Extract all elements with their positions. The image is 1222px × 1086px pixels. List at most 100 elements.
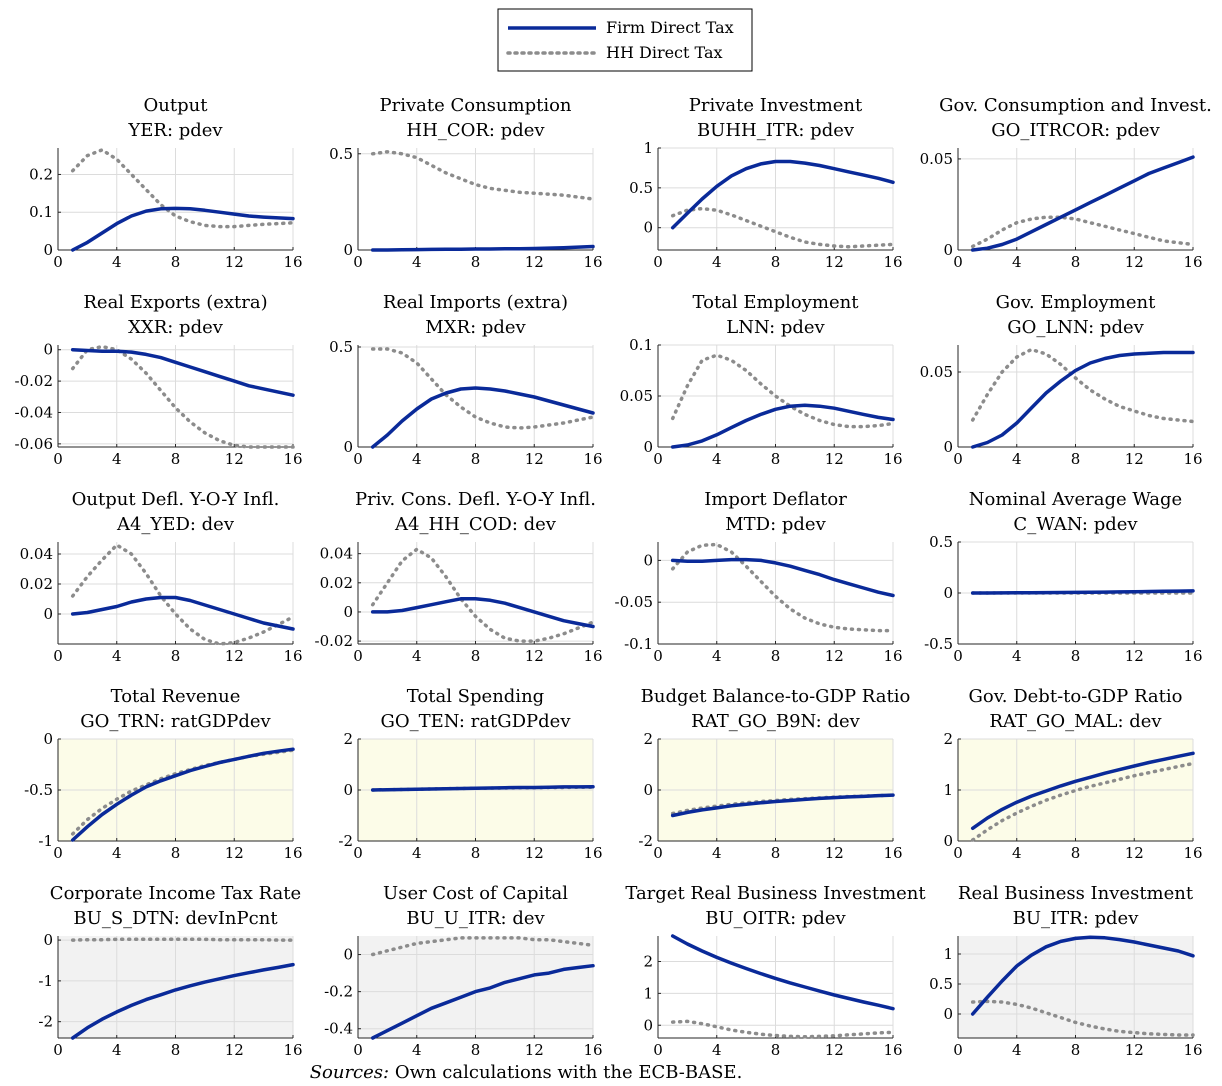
chart-title: Total Employment xyxy=(693,292,860,313)
chart-title: Gov. Debt-to-GDP Ratio xyxy=(969,686,1183,707)
series-line-firm xyxy=(70,595,295,631)
series-line-firm xyxy=(70,347,295,397)
y-tick-label: 2 xyxy=(343,730,353,748)
chart-title: Total Revenue xyxy=(111,686,241,707)
series-line-hh xyxy=(970,999,1195,1037)
series-line-hh xyxy=(370,547,595,643)
x-tick-label: 16 xyxy=(1183,253,1202,271)
x-tick-label: 4 xyxy=(1012,450,1022,468)
y-tick-label: 0.5 xyxy=(329,145,353,163)
y-tick-label: -0.06 xyxy=(15,435,53,453)
x-tick-label: 12 xyxy=(825,253,844,271)
x-tick-label: 12 xyxy=(1125,450,1144,468)
x-tick-label: 0 xyxy=(353,253,363,271)
x-tick-label: 4 xyxy=(412,647,422,665)
y-tick-label: -0.4 xyxy=(324,1020,353,1038)
chart-title: Corporate Income Tax Rate xyxy=(50,883,301,904)
x-tick-label: 4 xyxy=(412,1041,422,1059)
series-line-hh xyxy=(370,150,595,201)
series-line-hh xyxy=(70,937,295,942)
series-line-firm xyxy=(370,597,595,629)
x-tick-label: 8 xyxy=(471,844,481,862)
x-tick-label: 0 xyxy=(53,844,63,862)
x-tick-label: 0 xyxy=(953,647,963,665)
y-tick-label: 0 xyxy=(343,241,353,259)
x-tick-label: 12 xyxy=(525,1041,544,1059)
y-tick-label: 0.2 xyxy=(29,165,53,183)
series-line-firm xyxy=(970,935,1195,1016)
y-tick-label: -0.05 xyxy=(615,593,653,611)
y-tick-label: 1 xyxy=(943,945,953,963)
y-tick-label: 1 xyxy=(943,781,953,799)
x-tick-label: 4 xyxy=(712,1041,722,1059)
series-line-firm xyxy=(670,557,895,598)
source-text: Own calculations with the ECB-BASE. xyxy=(389,1062,742,1083)
y-tick-label: -0.04 xyxy=(15,403,53,421)
y-tick-label: -2 xyxy=(638,832,653,850)
x-tick-label: 8 xyxy=(471,253,481,271)
y-tick-label: 0 xyxy=(643,219,653,237)
x-tick-label: 16 xyxy=(883,450,902,468)
y-tick-label: 0 xyxy=(43,730,53,748)
series-line-hh xyxy=(70,148,295,229)
y-tick-label: -2 xyxy=(38,1013,53,1031)
chart-subtitle: GO_ITRCOR: pdev xyxy=(991,120,1160,141)
series-line-hh xyxy=(70,543,295,646)
y-tick-label: 0.5 xyxy=(629,179,653,197)
x-tick-label: 0 xyxy=(953,450,963,468)
x-tick-label: 4 xyxy=(712,647,722,665)
y-tick-label: 0 xyxy=(43,241,53,259)
chart-panel: 0 4 8 12 16 0 0.02 0.04 Output Defl. Y-O-Y Infl.… xyxy=(20,489,303,665)
chart-title: Nominal Average Wage xyxy=(969,489,1182,510)
x-tick-label: 16 xyxy=(1183,844,1202,862)
x-tick-label: 16 xyxy=(283,253,302,271)
y-tick-label: 0 xyxy=(43,931,53,949)
x-tick-label: 8 xyxy=(471,450,481,468)
y-tick-label: -2 xyxy=(338,832,353,850)
x-tick-label: 8 xyxy=(771,844,781,862)
x-tick-label: 8 xyxy=(1071,1041,1081,1059)
source-label: Sources: xyxy=(310,1062,389,1083)
x-tick-label: 0 xyxy=(53,647,63,665)
chart-title: Real Business Investment xyxy=(958,883,1194,904)
y-tick-label: 0 xyxy=(943,584,953,602)
x-tick-label: 4 xyxy=(112,450,122,468)
y-tick-label: 0 xyxy=(943,832,953,850)
y-tick-label: 0 xyxy=(343,781,353,799)
x-tick-label: 12 xyxy=(1125,844,1144,862)
x-tick-label: 12 xyxy=(225,647,244,665)
x-tick-label: 4 xyxy=(112,1041,122,1059)
y-tick-label: 0 xyxy=(43,605,53,623)
chart-panel: 0 4 8 12 16 0 0.05 0.1 Total Employment LNN: pdev xyxy=(620,292,903,468)
x-tick-label: 8 xyxy=(1071,647,1081,665)
x-tick-label: 4 xyxy=(112,844,122,862)
chart-title: Gov. Employment xyxy=(996,292,1156,313)
y-tick-label: 0.05 xyxy=(620,387,653,405)
series-line-hh xyxy=(970,215,1195,249)
series-line-hh xyxy=(670,206,895,249)
x-tick-label: 16 xyxy=(283,1041,302,1059)
x-tick-label: 8 xyxy=(771,1041,781,1059)
series-line-firm xyxy=(970,751,1195,831)
chart-subtitle: MXR: pdev xyxy=(425,317,526,338)
chart-title: Real Exports (extra) xyxy=(83,292,267,313)
x-tick-label: 12 xyxy=(225,844,244,862)
x-tick-label: 0 xyxy=(53,253,63,271)
y-tick-label: -0.02 xyxy=(315,632,353,650)
x-tick-label: 0 xyxy=(653,844,663,862)
chart-panel: 0 4 8 12 16 0 0.5 Real Imports (extra) MXR: pdev xyxy=(329,292,602,468)
y-tick-label: -0.02 xyxy=(15,372,53,390)
series-line-hh xyxy=(670,353,895,429)
x-tick-label: 16 xyxy=(283,647,302,665)
x-tick-label: 4 xyxy=(1012,647,1022,665)
x-tick-label: 12 xyxy=(525,844,544,862)
x-tick-label: 8 xyxy=(171,253,181,271)
y-tick-label: 0.1 xyxy=(29,203,53,221)
y-tick-label: 0 xyxy=(643,1016,653,1034)
x-tick-label: 16 xyxy=(583,1041,602,1059)
series-line-firm xyxy=(970,350,1195,449)
x-tick-label: 16 xyxy=(883,647,902,665)
x-tick-label: 0 xyxy=(353,450,363,468)
x-tick-label: 12 xyxy=(1125,647,1144,665)
